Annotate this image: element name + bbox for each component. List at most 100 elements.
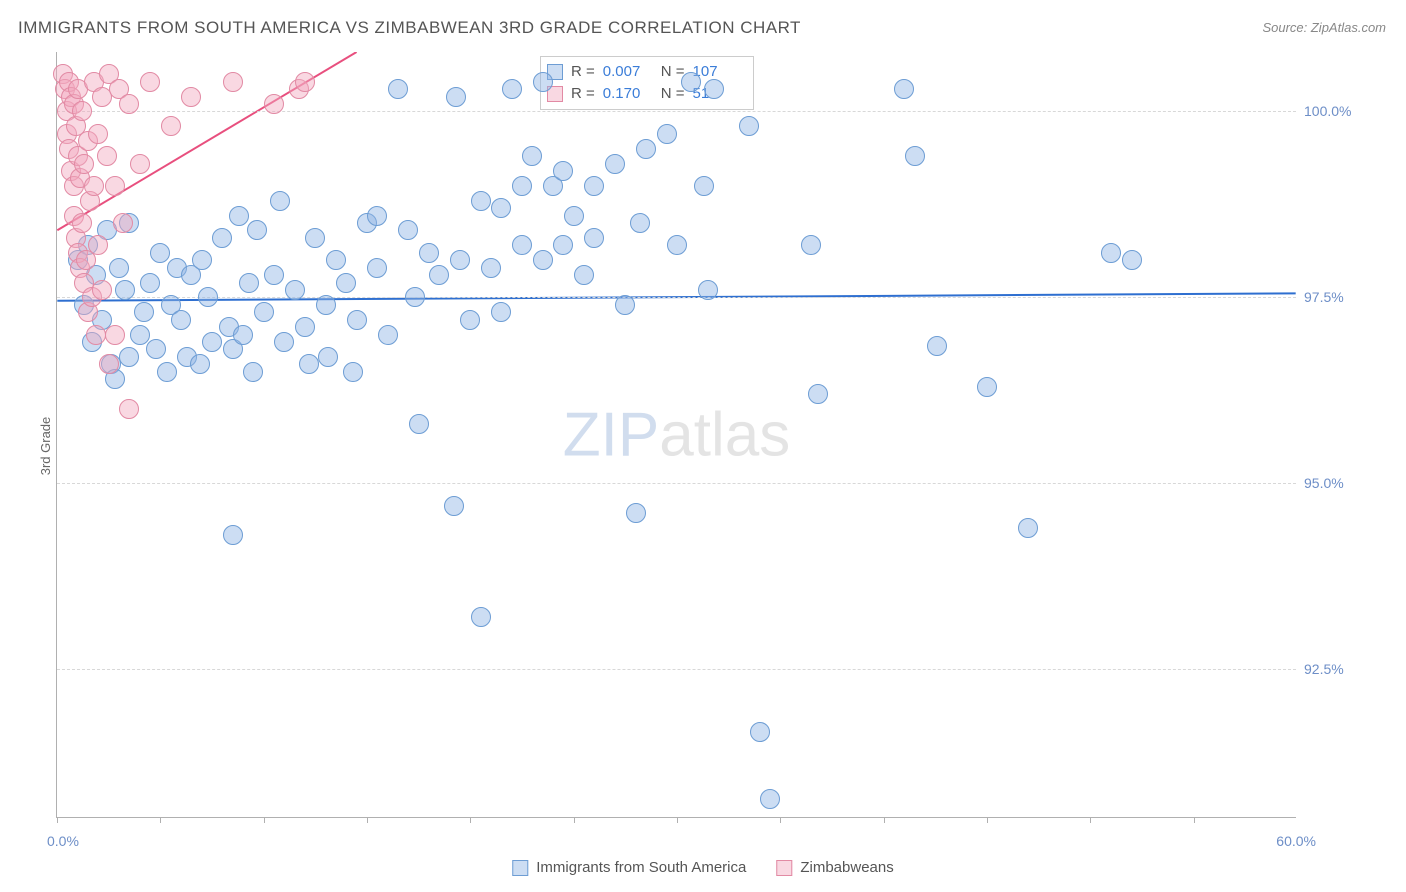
chart-title: IMMIGRANTS FROM SOUTH AMERICA VS ZIMBABW… [18, 18, 801, 38]
watermark-part1: ZIP [563, 400, 659, 469]
data-point [343, 362, 363, 382]
data-point [190, 354, 210, 374]
data-point [157, 362, 177, 382]
source-attribution: Source: ZipAtlas.com [1262, 20, 1386, 35]
data-point [264, 265, 284, 285]
data-point [72, 213, 92, 233]
data-point [72, 101, 92, 121]
data-point [584, 176, 604, 196]
data-point [905, 146, 925, 166]
data-point [471, 607, 491, 627]
data-point [161, 116, 181, 136]
x-tick [1090, 817, 1091, 823]
data-point [636, 139, 656, 159]
y-tick-label: 95.0% [1304, 475, 1366, 491]
data-point [512, 235, 532, 255]
data-point [471, 191, 491, 211]
stat-r-0: 0.007 [603, 61, 653, 83]
data-point [398, 220, 418, 240]
data-point [894, 79, 914, 99]
data-point [99, 354, 119, 374]
data-point [285, 280, 305, 300]
data-point [927, 336, 947, 356]
stat-n-label: N = [661, 83, 685, 105]
data-point [626, 503, 646, 523]
data-point [367, 206, 387, 226]
data-point [336, 273, 356, 293]
data-point [233, 325, 253, 345]
x-axis-min: 0.0% [47, 833, 79, 849]
legend-label-1: Zimbabweans [800, 859, 893, 876]
data-point [212, 228, 232, 248]
data-point [704, 79, 724, 99]
data-point [274, 332, 294, 352]
data-point [533, 250, 553, 270]
data-point [74, 154, 94, 174]
data-point [564, 206, 584, 226]
data-point [92, 280, 112, 300]
y-axis-label: 3rd Grade [38, 417, 53, 476]
legend-label-0: Immigrants from South America [536, 859, 746, 876]
data-point [130, 325, 150, 345]
data-point [630, 213, 650, 233]
data-point [113, 213, 133, 233]
data-point [605, 154, 625, 174]
data-point [347, 310, 367, 330]
data-point [119, 399, 139, 419]
data-point [491, 302, 511, 322]
data-point [84, 176, 104, 196]
data-point [229, 206, 249, 226]
data-point [115, 280, 135, 300]
data-point [202, 332, 222, 352]
data-point [388, 79, 408, 99]
data-point [667, 235, 687, 255]
x-tick [470, 817, 471, 823]
data-point [739, 116, 759, 136]
x-tick [264, 817, 265, 823]
data-point [295, 317, 315, 337]
data-point [491, 198, 511, 218]
x-tick [677, 817, 678, 823]
x-tick [367, 817, 368, 823]
data-point [694, 176, 714, 196]
data-point [270, 191, 290, 211]
data-point [295, 72, 315, 92]
x-tick [57, 817, 58, 823]
data-point [444, 496, 464, 516]
data-point [481, 258, 501, 278]
data-point [584, 228, 604, 248]
data-point [247, 220, 267, 240]
gridline [57, 483, 1296, 484]
watermark-part2: atlas [659, 400, 790, 469]
data-point [254, 302, 274, 322]
data-point [119, 347, 139, 367]
x-tick [884, 817, 885, 823]
data-point [88, 235, 108, 255]
data-point [657, 124, 677, 144]
data-point [574, 265, 594, 285]
data-point [460, 310, 480, 330]
data-point [105, 325, 125, 345]
x-tick [780, 817, 781, 823]
legend-item-1: Zimbabweans [776, 859, 893, 876]
data-point [367, 258, 387, 278]
data-point [502, 79, 522, 99]
data-point [378, 325, 398, 345]
data-point [429, 265, 449, 285]
data-point [326, 250, 346, 270]
data-point [299, 354, 319, 374]
data-point [446, 87, 466, 107]
data-point [316, 295, 336, 315]
data-point [681, 72, 701, 92]
data-point [181, 87, 201, 107]
data-point [88, 124, 108, 144]
plot-area: ZIPatlas R = 0.007 N = 107 R = 0.170 N =… [56, 52, 1296, 818]
data-point [1018, 518, 1038, 538]
data-point [801, 235, 821, 255]
data-point [223, 525, 243, 545]
stat-r-label: R = [571, 61, 595, 83]
data-point [198, 287, 218, 307]
data-point [171, 310, 191, 330]
data-point [97, 146, 117, 166]
x-tick [160, 817, 161, 823]
